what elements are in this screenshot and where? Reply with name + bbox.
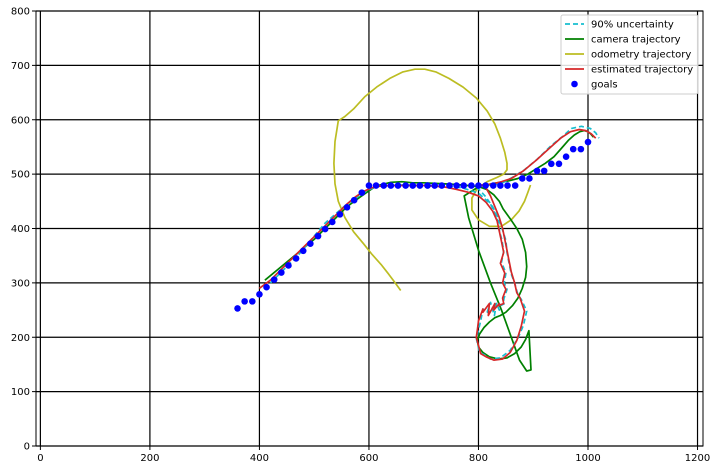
y-tick-label: 200: [11, 333, 30, 344]
x-tick-label: 600: [359, 453, 378, 464]
x-tick-label: 0: [37, 453, 43, 464]
goal-point: [416, 182, 424, 189]
goal-point: [504, 182, 511, 189]
goal-point: [511, 182, 519, 189]
goal-point: [365, 182, 373, 189]
legend: 90% uncertainty camera trajectory odometry…: [560, 14, 699, 95]
y-tick-label: 0: [24, 442, 30, 453]
goal-point: [431, 182, 438, 189]
legend-label: goals: [591, 80, 618, 91]
goal-point: [446, 182, 453, 189]
goal-point: [489, 182, 497, 189]
goal-point: [569, 145, 577, 153]
goal-point: [394, 182, 402, 189]
y-tick-label: 800: [11, 7, 30, 18]
goal-point: [475, 182, 482, 189]
goal-point: [562, 153, 570, 161]
goal-point: [343, 203, 351, 211]
goal-point: [402, 182, 409, 189]
goal-point: [241, 298, 248, 305]
goal-point: [299, 247, 307, 255]
goal-point: [468, 182, 475, 189]
goal-point: [285, 262, 292, 269]
series-line-camera-trajectory: [264, 129, 595, 372]
x-tick-label: 800: [469, 453, 488, 464]
goal-point: [533, 167, 541, 175]
goal-point: [372, 182, 380, 189]
legend-swatch: [571, 80, 578, 88]
goal-point: [555, 160, 563, 168]
y-tick-label: 500: [11, 170, 30, 181]
goal-point: [518, 175, 526, 182]
goal-point: [314, 232, 322, 240]
goal-point: [321, 225, 329, 233]
goal-point: [278, 269, 285, 276]
goal-point: [249, 298, 256, 305]
goal-point: [460, 182, 467, 189]
goal-point: [336, 211, 344, 218]
x-tick-label: 1000: [575, 453, 600, 464]
legend-label: camera trajectory: [591, 35, 681, 46]
y-tick-label: 300: [11, 278, 30, 289]
goal-point: [526, 175, 533, 182]
goal-point: [328, 218, 336, 226]
goal-point: [234, 305, 241, 312]
goal-point: [270, 276, 278, 283]
y-tick-label: 700: [11, 61, 30, 72]
x-tick-label: 1200: [685, 453, 710, 464]
axis-ticks: 0 200 400 600 800 1000 1200 0 100 200 300 400 500 600…: [11, 7, 710, 465]
goal-point: [497, 182, 504, 189]
legend-label: 90% uncertainty: [591, 20, 674, 31]
y-tick-label: 400: [11, 224, 30, 235]
x-tick-label: 400: [250, 453, 269, 464]
goal-point: [292, 255, 300, 262]
goal-point: [307, 240, 314, 248]
legend-box: [560, 14, 699, 95]
x-tick-label: 200: [140, 453, 159, 464]
y-tick-label: 100: [11, 387, 30, 398]
goal-point: [438, 182, 446, 189]
goal-point: [256, 290, 263, 298]
plot-series: [234, 68, 600, 372]
goal-point: [350, 196, 358, 204]
legend-label: estimated trajectory: [591, 65, 693, 76]
goal-point: [263, 283, 270, 291]
goal-point: [482, 182, 489, 189]
goal-point: [577, 145, 585, 153]
goal-point: [584, 138, 592, 146]
goal-point: [540, 167, 548, 175]
goal-point: [548, 160, 555, 168]
goal-point: [409, 182, 417, 189]
goal-point: [387, 182, 395, 189]
goal-point: [380, 182, 388, 189]
goal-point: [424, 182, 431, 189]
goal-point: [358, 189, 366, 196]
y-tick-label: 600: [11, 115, 30, 126]
legend-label: odometry trajectory: [591, 50, 691, 61]
goal-point: [453, 182, 460, 189]
